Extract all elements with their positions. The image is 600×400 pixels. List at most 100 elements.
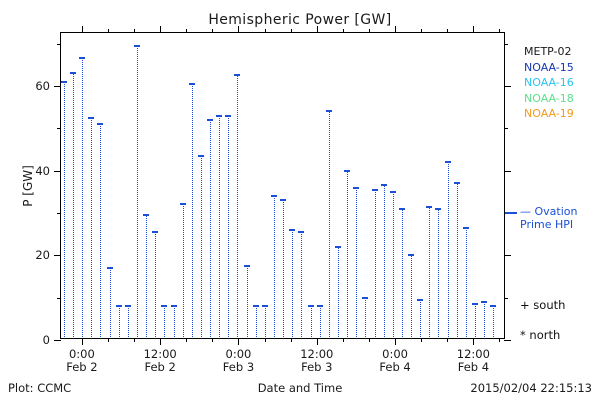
plot-data-area: [60, 32, 505, 339]
ovation-label-line2: Prime HPI: [520, 217, 574, 231]
data-stem: [182, 203, 184, 339]
data-stem: [465, 226, 467, 339]
data-stem: [283, 199, 285, 339]
x-axis-tick-date: Feb 4: [457, 359, 490, 374]
x-axis-tick-label: 12:00 Feb 4: [457, 348, 490, 373]
data-point-marker: [280, 199, 287, 202]
x-axis-tick-minor: [134, 338, 136, 342]
data-stem: [173, 305, 175, 339]
x-axis-tick: [81, 338, 83, 345]
data-stem: [447, 161, 449, 339]
data-point-marker: [234, 74, 241, 77]
data-point-marker: [325, 110, 332, 113]
data-point-marker: [362, 296, 369, 299]
x-axis-tick-time: 0:00: [382, 347, 408, 361]
data-point-marker: [124, 305, 131, 308]
data-point-marker: [216, 114, 223, 117]
marker-legend-north: * north: [520, 328, 561, 342]
data-point-marker: [170, 305, 177, 308]
data-point-marker: [143, 214, 150, 217]
y-axis-tick-label: 20: [35, 248, 50, 263]
x-axis-tick-label: 0:00 Feb 3: [223, 348, 254, 373]
x-axis-tick-top: [160, 26, 162, 33]
data-point-marker: [115, 305, 122, 308]
x-axis-tick-top: [395, 26, 397, 33]
data-point-marker: [453, 182, 460, 185]
x-axis-tick-minor-top: [499, 29, 501, 33]
data-point-marker: [252, 305, 259, 308]
data-stem: [127, 305, 129, 339]
data-point-marker: [152, 231, 159, 234]
x-axis-tick-minor-top: [421, 29, 423, 33]
data-stem: [155, 231, 157, 339]
data-stem: [200, 154, 202, 339]
y-axis-tick: [57, 128, 61, 130]
data-point-marker: [353, 186, 360, 189]
data-stem: [246, 264, 248, 339]
x-axis-title: Date and Time: [257, 381, 343, 395]
x-axis-tick-minor-top: [342, 29, 344, 33]
data-point-marker: [307, 305, 314, 308]
x-axis-tick-label: 0:00 Feb 4: [379, 348, 410, 373]
data-stem: [429, 205, 431, 339]
ovation-legend: — Ovation Prime HPI: [520, 205, 600, 231]
data-point-marker: [197, 154, 204, 157]
data-stem: [301, 231, 303, 339]
y-axis-title: P [GW]: [20, 165, 35, 207]
x-axis-tick-minor: [368, 338, 370, 342]
data-stem: [136, 44, 138, 339]
chart-title: Hemispheric Power [GW]: [208, 12, 392, 28]
x-axis-tick-minor: [342, 338, 344, 342]
data-stem: [420, 298, 422, 339]
x-axis-tick-minor: [290, 338, 292, 342]
x-axis-tick-minor-top: [368, 29, 370, 33]
data-stem: [82, 57, 84, 339]
data-stem: [374, 188, 376, 339]
data-point-marker: [334, 245, 341, 248]
x-axis-tick-top: [81, 26, 83, 33]
data-point-marker: [133, 44, 140, 47]
data-stem: [310, 305, 312, 339]
x-axis-tick-top: [473, 26, 475, 33]
x-axis-tick-time: 12:00: [456, 347, 490, 361]
y-axis-tick: [57, 212, 61, 214]
data-stem: [237, 74, 239, 339]
data-point-marker: [161, 305, 168, 308]
x-axis-tick-minor: [264, 338, 266, 342]
data-point-marker: [417, 298, 424, 301]
y-axis-tick-label: 40: [35, 163, 50, 178]
y-axis-tick: [54, 255, 61, 257]
data-point-marker: [380, 184, 387, 187]
x-axis-tick-top: [316, 26, 318, 33]
data-stem: [328, 110, 330, 339]
x-axis-tick-minor-top: [134, 29, 136, 33]
data-stem: [365, 296, 367, 339]
x-axis-tick-minor: [186, 338, 188, 342]
y-axis-tick-right: [504, 43, 508, 45]
y-axis-tick: [54, 340, 61, 341]
data-point-marker: [106, 267, 113, 269]
y-axis-tick-right: [504, 85, 511, 87]
x-axis-tick-label: 0:00 Feb 2: [66, 348, 97, 373]
data-point-marker: [435, 207, 442, 210]
x-axis-tick-minor-top: [264, 29, 266, 33]
data-stem: [219, 114, 221, 339]
y-axis-tick-right: [504, 255, 511, 257]
x-axis-tick-time: 12:00: [300, 347, 334, 361]
data-stem: [411, 254, 413, 339]
x-axis-tick-date: Feb 3: [222, 359, 255, 374]
x-axis-tick-date: Feb 2: [144, 359, 176, 374]
legend-item-noaa-16: NOAA-16: [524, 76, 574, 89]
data-stem: [63, 80, 65, 339]
x-axis-tick: [160, 338, 162, 345]
data-point-marker: [188, 82, 195, 85]
plot-frame: 0 20 40 60 0:00 Feb 2 12:00 Feb 2 0:00 Feb 3 12:00…: [35, 26, 511, 373]
data-point-marker: [344, 169, 351, 172]
data-stem: [164, 305, 166, 339]
y-axis-tick: [57, 297, 61, 299]
x-axis-tick-time: 0:00: [68, 347, 95, 361]
x-axis-tick-minor-top: [290, 29, 292, 33]
data-stem: [292, 228, 294, 339]
y-axis-tick: [54, 170, 61, 172]
